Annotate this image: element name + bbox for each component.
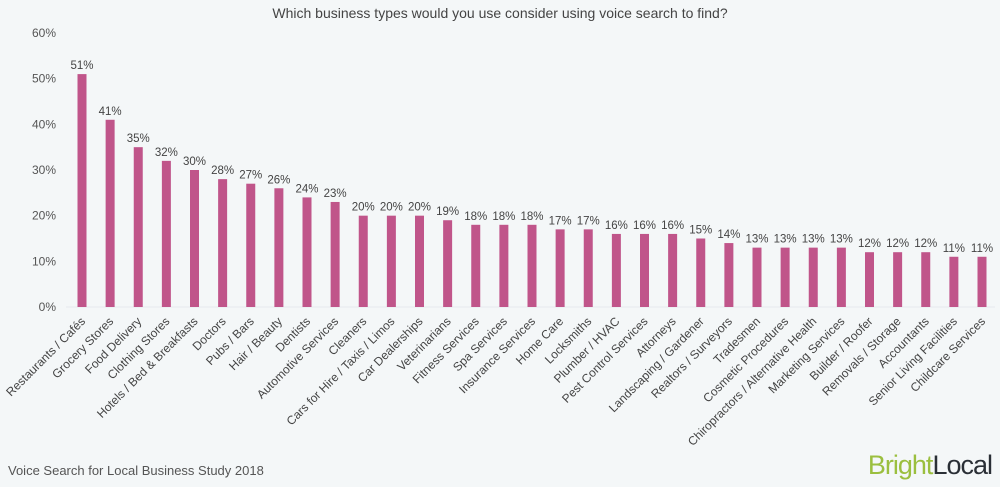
data-label: 16% (661, 220, 684, 232)
data-label: 51% (70, 60, 93, 72)
y-tick-label: 20% (32, 209, 56, 223)
bar (668, 233, 678, 307)
bar (836, 247, 846, 307)
bar (949, 256, 959, 307)
data-label: 13% (830, 234, 853, 246)
bar (696, 238, 706, 307)
bar (611, 233, 621, 307)
bar (471, 224, 481, 307)
bar (105, 119, 115, 308)
bar (415, 215, 424, 307)
data-label: 17% (549, 215, 572, 227)
brightlocal-logo: BrightLocal (867, 450, 993, 481)
logo-part-local: Local (932, 450, 993, 480)
bar (133, 147, 143, 307)
data-label: 32% (155, 147, 178, 159)
bar (780, 247, 790, 307)
data-label: 20% (408, 202, 431, 214)
bars: 51% 41% 35% 32% 30% 28% 27% 26% 24% 23% 20% 20% 20% 1… (70, 60, 993, 308)
data-label: 20% (380, 202, 403, 214)
bar (583, 229, 593, 307)
data-label: 18% (520, 211, 543, 223)
data-label: 12% (858, 238, 881, 250)
bar (77, 74, 87, 307)
data-label: 12% (914, 238, 937, 250)
bar (302, 197, 312, 307)
data-label: 28% (211, 165, 234, 177)
y-tick-label: 40% (32, 117, 56, 131)
data-label: 16% (605, 220, 628, 232)
bar (977, 256, 987, 307)
data-label: 27% (239, 170, 262, 182)
bar (190, 170, 199, 307)
bar (865, 252, 874, 307)
data-label: 26% (267, 174, 290, 186)
data-label: 14% (717, 229, 740, 241)
bar (527, 224, 537, 307)
bar (752, 247, 762, 307)
data-label: 41% (99, 106, 122, 118)
data-label: 11% (943, 243, 965, 255)
bar (724, 243, 734, 307)
data-label: 23% (324, 188, 347, 200)
bar (893, 252, 903, 307)
bar (386, 215, 396, 307)
bar (808, 247, 818, 307)
bar (274, 188, 284, 307)
bar (555, 229, 565, 307)
data-label: 13% (802, 234, 825, 246)
data-label: 19% (436, 206, 459, 218)
bar (358, 215, 368, 307)
y-tick-label: 0% (39, 300, 57, 314)
bar (640, 233, 649, 307)
bar (218, 179, 228, 307)
data-label: 20% (352, 202, 375, 214)
data-label: 15% (689, 225, 712, 237)
data-label: 13% (745, 234, 768, 246)
source-caption: Voice Search for Local Business Study 20… (8, 463, 264, 478)
data-label: 18% (492, 211, 515, 223)
bar (330, 201, 340, 307)
data-label: 30% (183, 156, 206, 168)
data-label: 18% (464, 211, 487, 223)
y-tick-label: 60% (32, 26, 56, 40)
data-label: 16% (633, 220, 656, 232)
y-axis: 0% 10% 20% 30% 40% 50% 60% (32, 26, 995, 314)
bar (246, 183, 256, 307)
chart-title: Which business types would you use consi… (272, 5, 727, 21)
data-label: 13% (774, 234, 797, 246)
bar (161, 160, 171, 307)
y-tick-label: 50% (32, 72, 56, 86)
y-tick-label: 10% (32, 254, 56, 268)
bar (499, 224, 509, 307)
data-label: 11% (971, 243, 993, 255)
data-label: 24% (295, 183, 318, 195)
bar (921, 252, 931, 307)
data-label: 12% (886, 238, 909, 250)
data-label: 35% (127, 133, 150, 145)
bar (443, 220, 453, 307)
data-label: 17% (577, 215, 600, 227)
logo-part-bright: Bright (867, 450, 934, 480)
y-tick-label: 30% (32, 163, 56, 177)
